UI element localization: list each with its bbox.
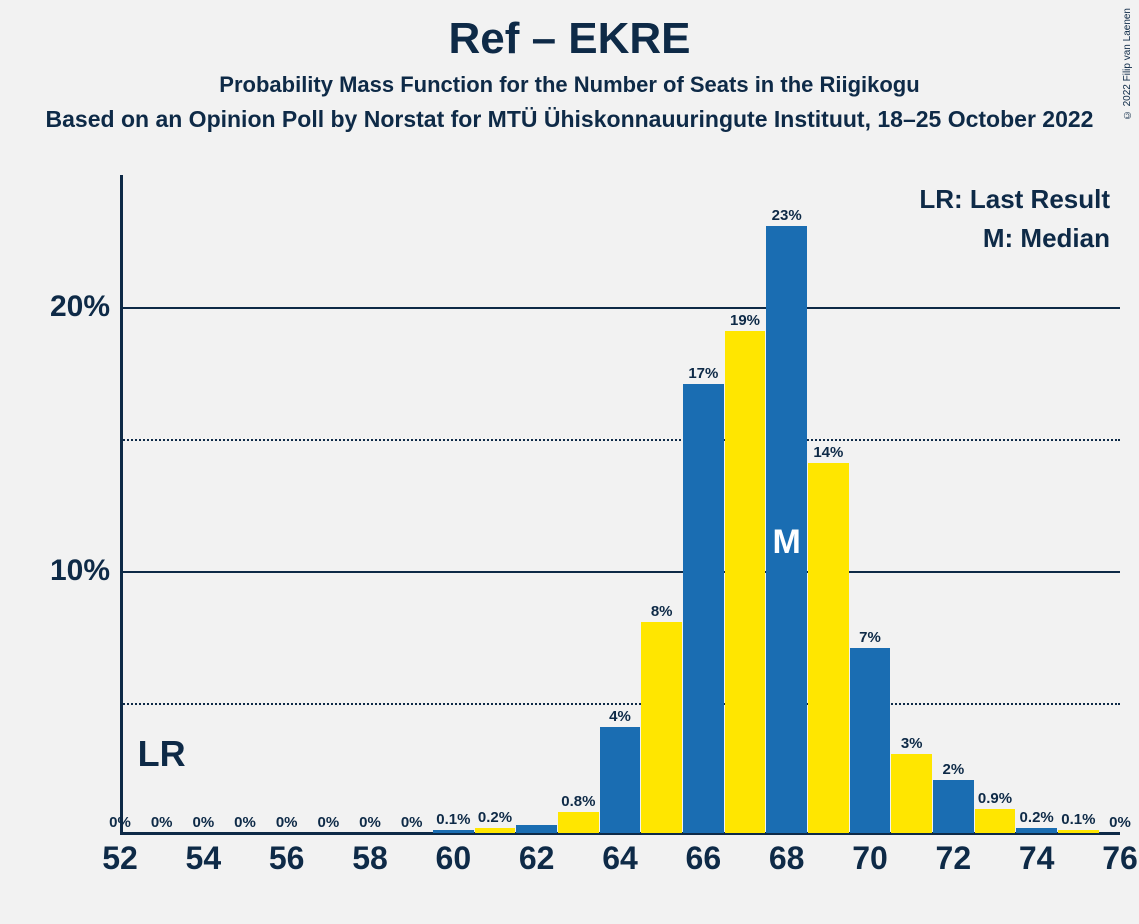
chart-legend: LR: Last Result M: Median [919, 180, 1110, 258]
legend-lr: LR: Last Result [919, 180, 1110, 219]
gridline-minor [120, 439, 1120, 441]
x-tick-label: 74 [1019, 840, 1055, 877]
y-tick-label: 20% [50, 290, 110, 324]
x-tick-label: 62 [519, 840, 555, 877]
chart-subtitle: Probability Mass Function for the Number… [0, 72, 1139, 98]
bar-value-label: 0% [234, 814, 256, 831]
bar-value-label: 0.1% [436, 811, 470, 828]
x-tick-label: 58 [352, 840, 388, 877]
x-tick-label: 70 [852, 840, 888, 877]
bar-value-label: 0% [359, 814, 381, 831]
bar [641, 622, 682, 833]
bar-value-label: 4% [609, 708, 631, 725]
y-axis [120, 175, 123, 835]
bar [850, 648, 891, 833]
bar-value-label: 0% [192, 814, 214, 831]
bar-value-label: 0.2% [1020, 809, 1054, 826]
bar [933, 780, 974, 833]
bar-value-label: 0% [317, 814, 339, 831]
copyright-label: © 2022 Filip van Laenen [1122, 8, 1133, 120]
bar [475, 828, 516, 833]
x-tick-label: 68 [769, 840, 805, 877]
bar [1016, 828, 1057, 833]
chart-subtitle2: Based on an Opinion Poll by Norstat for … [0, 106, 1139, 133]
bar [975, 809, 1016, 833]
bar [433, 830, 474, 833]
bar [808, 463, 849, 833]
bar-value-label: 0% [401, 814, 423, 831]
bar-value-label: 2% [942, 761, 964, 778]
bar [891, 754, 932, 833]
bar [516, 825, 557, 833]
x-tick-label: 72 [936, 840, 972, 877]
bar-value-label: 23% [772, 207, 802, 224]
bar-value-label: 17% [688, 365, 718, 382]
bar-value-label: 0.8% [561, 793, 595, 810]
bar [683, 384, 724, 833]
bar-value-label: 14% [813, 444, 843, 461]
x-tick-label: 60 [436, 840, 472, 877]
x-tick-label: 54 [186, 840, 222, 877]
bar [1058, 830, 1099, 833]
x-tick-label: 76 [1102, 840, 1138, 877]
legend-m: M: Median [919, 219, 1110, 258]
chart-title: Ref – EKRE [0, 0, 1139, 64]
bar-value-label: 19% [730, 312, 760, 329]
x-tick-label: 64 [602, 840, 638, 877]
bar-value-label: 0% [1109, 814, 1131, 831]
x-ticks: 52545658606264666870727476 [120, 840, 1120, 890]
median-marker: M [772, 523, 800, 562]
last-result-marker: LR [138, 733, 186, 775]
y-tick-label: 10% [50, 554, 110, 588]
gridline-minor [120, 703, 1120, 705]
x-tick-label: 66 [686, 840, 722, 877]
gridline-major [120, 307, 1120, 309]
bar-value-label: 8% [651, 603, 673, 620]
bar-value-label: 0.9% [978, 790, 1012, 807]
bar [600, 727, 641, 833]
bar-value-label: 0.1% [1061, 811, 1095, 828]
gridline-major [120, 571, 1120, 573]
x-tick-label: 52 [102, 840, 138, 877]
bar-value-label: 0% [151, 814, 173, 831]
chart-plot-area: LR: Last Result M: Median 10%20%52545658… [120, 175, 1120, 835]
bar-value-label: 0% [276, 814, 298, 831]
bar-value-label: 0.2% [478, 809, 512, 826]
x-tick-label: 56 [269, 840, 305, 877]
bar [725, 331, 766, 833]
bar-value-label: 3% [901, 735, 923, 752]
bar-value-label: 7% [859, 629, 881, 646]
bar-value-label: 0% [109, 814, 131, 831]
bar [558, 812, 599, 833]
